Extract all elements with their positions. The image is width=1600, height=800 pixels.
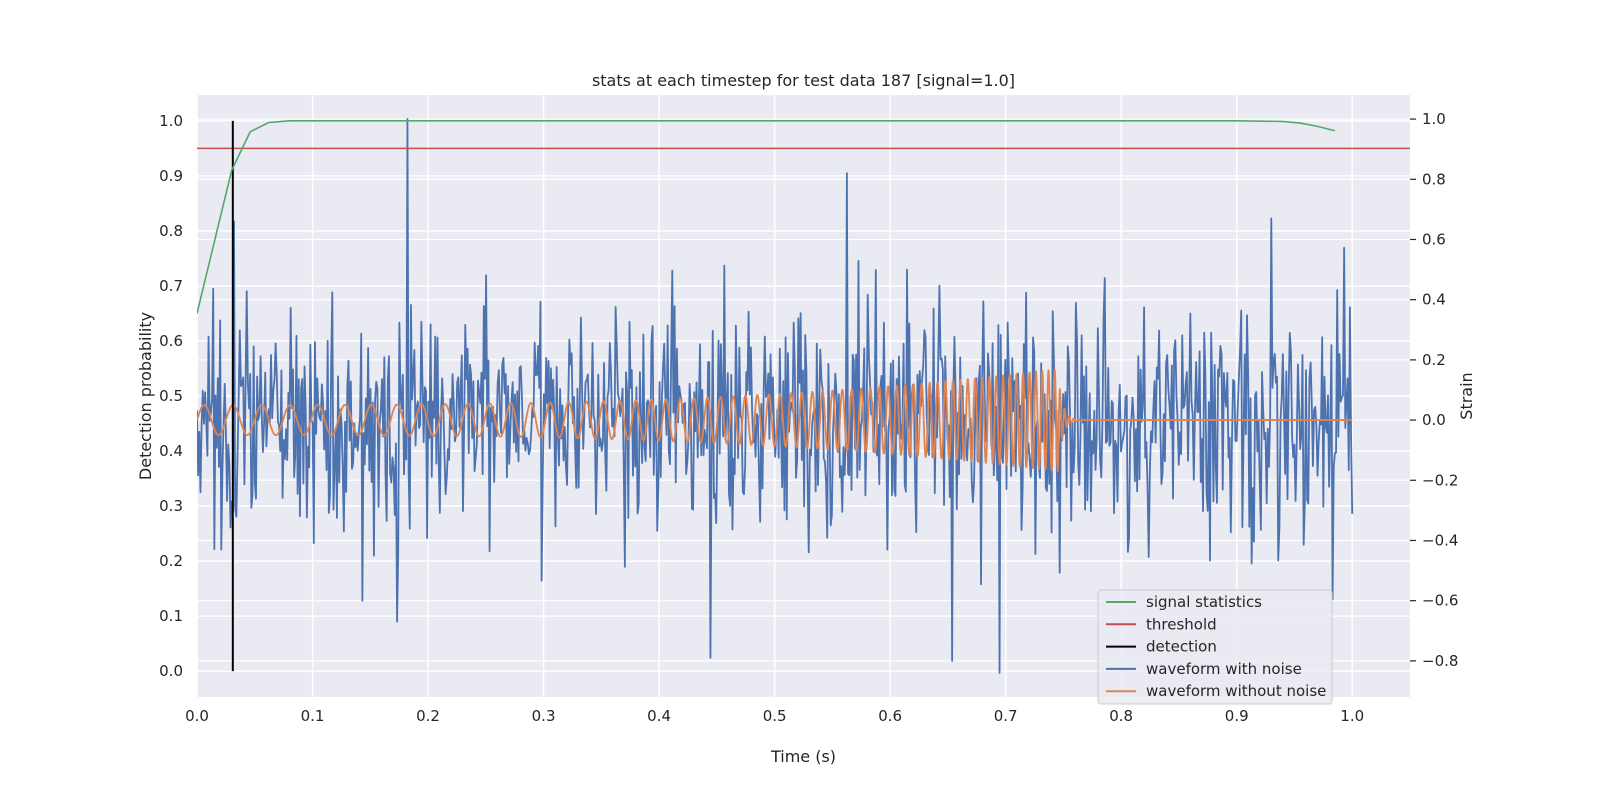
series-layer <box>197 118 1410 674</box>
y-tick-label-right: 0.2 <box>1422 351 1446 369</box>
y-tick-label-right: −0.6 <box>1422 592 1458 610</box>
y-tick-label-left: 0.9 <box>159 167 183 185</box>
y-tick-label-left: 0.8 <box>159 222 183 240</box>
legend-entry: waveform without noise <box>1146 682 1326 700</box>
y-tick-label-left: 0.3 <box>159 497 183 515</box>
y-axis-label-left: Detection probability <box>136 312 155 480</box>
y-tick-label-left: 0.1 <box>159 607 183 625</box>
tick-labels: 0.0 0.1 0.2 0.3 0.4 0.5 0.6 0.7 0.8 0.9 1.0 0.0 0.1 0… <box>159 110 1458 725</box>
x-tick-label: 0.0 <box>185 707 209 725</box>
x-tick-label: 0.3 <box>532 707 556 725</box>
y-tick-label-left: 0.6 <box>159 332 183 350</box>
x-tick-label: 0.5 <box>763 707 787 725</box>
legend-entry: detection <box>1146 638 1217 656</box>
y-tick-label-left: 0.0 <box>159 662 183 680</box>
legend-entry: threshold <box>1146 615 1217 633</box>
x-tick-label: 0.2 <box>416 707 440 725</box>
series-signal-statistics <box>197 120 1336 314</box>
y-tick-label-left: 0.5 <box>159 387 183 405</box>
legend-box <box>1097 589 1333 705</box>
y-tick-label-left: 1.0 <box>159 112 183 130</box>
y-tick-label-right: −0.8 <box>1422 652 1458 670</box>
series-waveform-with-noise <box>197 118 1354 674</box>
x-tick-label: 0.1 <box>301 707 325 725</box>
y-tick-label-right: −0.2 <box>1422 471 1458 489</box>
x-tick-label: 0.6 <box>878 707 902 725</box>
x-tick-label: 0.8 <box>1109 707 1133 725</box>
x-tick-label: 0.4 <box>647 707 671 725</box>
legend-entry: waveform with noise <box>1146 660 1302 678</box>
x-tick-label: 1.0 <box>1340 707 1364 725</box>
chart-title: stats at each timestep for test data 187… <box>592 71 1015 90</box>
y-tick-label-right: 1.0 <box>1422 110 1446 128</box>
legend-entry: signal statistics <box>1146 593 1262 611</box>
y-tick-label-right: 0.8 <box>1422 170 1446 188</box>
y-tick-label-left: 0.4 <box>159 442 183 460</box>
x-tick-label: 0.9 <box>1225 707 1249 725</box>
y-axis-label-right: Strain <box>1457 372 1476 419</box>
x-tick-label: 0.7 <box>994 707 1018 725</box>
y-tick-label-right: 0.4 <box>1422 291 1446 309</box>
legend: signal statistics threshold detection wavef… <box>1097 589 1333 705</box>
y-tick-label-right: −0.4 <box>1422 531 1458 549</box>
y-tick-label-left: 0.2 <box>159 552 183 570</box>
x-axis-label: Time (s) <box>770 747 836 766</box>
series-waveform-without-noise <box>197 368 1353 473</box>
y-tick-label-right: 0.6 <box>1422 230 1446 248</box>
y-tick-label-left: 0.7 <box>159 277 183 295</box>
y-tick-label-right: 0.0 <box>1422 411 1446 429</box>
